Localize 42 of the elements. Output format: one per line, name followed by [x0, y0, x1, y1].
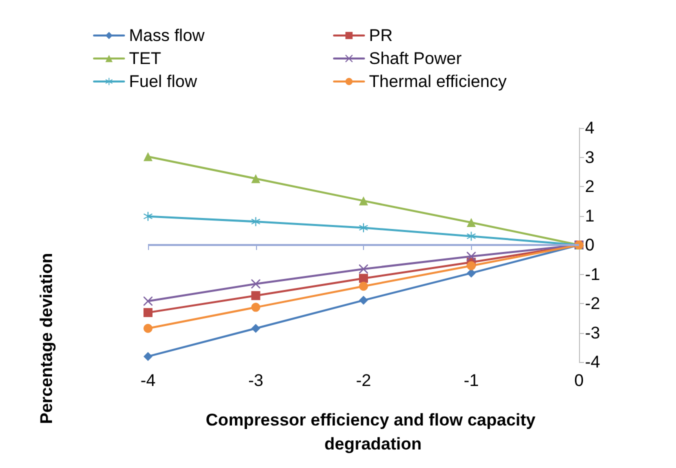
y-tick-label: 4 — [585, 118, 594, 138]
point — [251, 174, 260, 184]
y-tick-label: -3 — [585, 323, 600, 342]
point — [251, 217, 260, 226]
x-tick-label: -2 — [356, 371, 372, 390]
y-tick-label: -1 — [585, 264, 600, 284]
x-tick-label: -3 — [248, 371, 264, 390]
point — [251, 324, 260, 333]
x-tick-label: -4 — [140, 371, 156, 390]
y-tick-label: 1 — [585, 206, 594, 226]
point — [144, 296, 152, 306]
point — [466, 232, 476, 241]
point — [466, 252, 476, 261]
point — [359, 296, 368, 305]
y-tick-label: -2 — [585, 294, 600, 313]
point — [251, 291, 260, 300]
point — [251, 279, 260, 288]
y-tick-label: 3 — [585, 148, 594, 167]
point — [251, 302, 260, 312]
point — [144, 212, 152, 221]
point — [359, 282, 368, 291]
y-tick-label: -4 — [585, 352, 600, 372]
point — [359, 274, 368, 283]
legend-label: Shaft Power — [369, 49, 462, 68]
x-axis-title: Compressor efficiency and flow capacity degradation — [206, 410, 540, 454]
legend-label: Thermal efficiency — [369, 72, 508, 91]
x-tick-label: -1 — [464, 371, 479, 390]
legend-label: PR — [369, 26, 393, 45]
point — [466, 261, 476, 270]
point — [144, 308, 152, 318]
point — [466, 218, 476, 227]
point — [144, 324, 152, 333]
point — [144, 152, 152, 162]
legend-label: TET — [129, 49, 162, 68]
y-tick-label: 2 — [585, 177, 594, 196]
y-axis-title: Percentage deviation — [37, 252, 56, 424]
point — [144, 352, 152, 361]
legend-label: Mass flow — [129, 26, 206, 45]
legend-label: Fuel flow — [129, 72, 198, 91]
point — [359, 223, 368, 232]
point — [359, 196, 368, 206]
y-tick-label: 0 — [585, 236, 594, 254]
